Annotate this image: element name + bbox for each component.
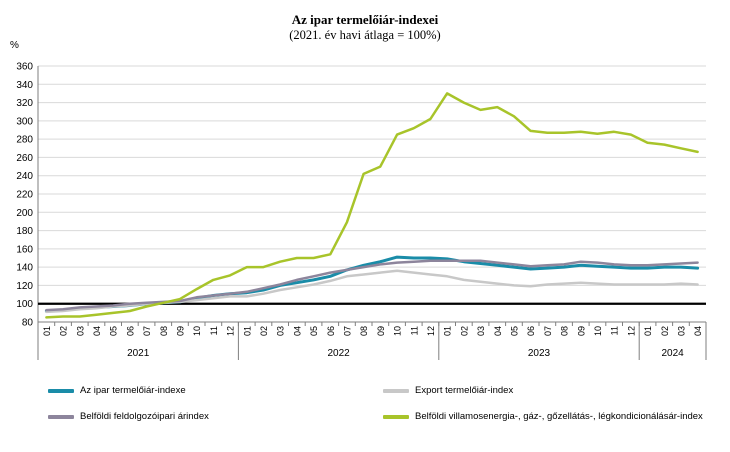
x-tick-label: 01 (42, 326, 52, 336)
legend-label: Export termelőiár-index (415, 385, 514, 396)
x-tick-label: 03 (276, 326, 286, 336)
x-tick-label: 09 (175, 326, 185, 336)
tick-labels: 80 100 120 140 160 180 200 220 240 260 280 300 320 34… (10, 40, 703, 359)
x-tick-label: 04 (92, 326, 102, 336)
x-tick-label: 02 (259, 326, 269, 336)
x-tick-label: 02 (660, 326, 670, 336)
y-tick-label: 220 (16, 190, 33, 201)
year-label: 2024 (661, 348, 684, 359)
chart-subtitle: (2021. év havi átlaga = 100%) (289, 28, 441, 42)
y-tick-label: 360 (16, 62, 33, 73)
x-tick-label: 12 (426, 326, 436, 336)
legend-label: Az ipar termelőiár-indexe (80, 385, 186, 396)
x-tick-label: 10 (192, 326, 202, 336)
legend-item: Export termelőiár-index (383, 385, 513, 396)
legend-label: Belföldi feldolgozóipari árindex (80, 411, 209, 422)
axes (37, 66, 707, 360)
legend-swatch (48, 388, 74, 393)
x-tick-label: 11 (409, 326, 419, 335)
x-tick-label: 01 (242, 326, 252, 336)
series-layer (44, 92, 700, 319)
y-tick-label: 260 (16, 153, 33, 164)
legend-swatch (48, 414, 74, 419)
x-tick-label: 12 (626, 326, 636, 336)
x-tick-label: 03 (676, 326, 686, 336)
x-tick-label: 10 (593, 326, 603, 336)
x-tick-label: 08 (359, 326, 369, 336)
legend-swatch (383, 414, 409, 419)
x-tick-label: 05 (309, 326, 319, 336)
x-tick-label: 06 (326, 326, 336, 336)
y-axis-label: % (10, 40, 19, 51)
x-tick-label: 02 (459, 326, 469, 336)
x-tick-label: 08 (159, 326, 169, 336)
year-label: 2021 (127, 348, 150, 359)
x-tick-label: 04 (693, 326, 703, 336)
series-line (45, 269, 699, 314)
x-tick-label: 09 (576, 326, 586, 336)
x-tick-label: 08 (560, 326, 570, 336)
legend-label: Belföldi villamosenergia-, gáz-, gőzellá… (415, 411, 703, 422)
legend-swatch (383, 388, 409, 393)
x-tick-label: 01 (443, 326, 453, 336)
x-tick-label: 11 (209, 326, 219, 335)
legend-item: Belföldi villamosenergia-, gáz-, gőzellá… (383, 411, 703, 422)
x-tick-label: 03 (476, 326, 486, 336)
year-label: 2023 (528, 348, 551, 359)
x-tick-label: 10 (393, 326, 403, 336)
chart-title: Az ipar termelőiár-indexei (291, 12, 439, 27)
x-tick-label: 07 (142, 326, 152, 336)
y-tick-label: 100 (16, 299, 33, 310)
legend-item: Az ipar termelőiár-indexe (48, 385, 186, 396)
y-tick-label: 340 (16, 80, 33, 91)
x-tick-label: 03 (75, 326, 85, 336)
x-tick-label: 02 (59, 326, 69, 336)
y-tick-label: 240 (16, 171, 33, 182)
y-tick-label: 120 (16, 281, 33, 292)
x-tick-label: 06 (125, 326, 135, 336)
x-tick-label: 06 (526, 326, 536, 336)
series-line (45, 92, 699, 319)
x-tick-label: 05 (509, 326, 519, 336)
legend-item: Belföldi feldolgozóipari árindex (48, 411, 209, 422)
year-label: 2022 (327, 348, 350, 359)
x-tick-label: 09 (376, 326, 386, 336)
x-tick-label: 12 (226, 326, 236, 336)
series-line (45, 259, 699, 312)
x-tick-label: 11 (610, 326, 620, 335)
y-tick-label: 80 (22, 318, 34, 329)
y-tick-label: 160 (16, 244, 33, 255)
x-tick-label: 04 (493, 326, 503, 336)
y-tick-label: 140 (16, 263, 33, 274)
y-tick-label: 200 (16, 208, 33, 219)
y-tick-label: 300 (16, 116, 33, 127)
x-tick-label: 05 (109, 326, 119, 336)
y-tick-label: 280 (16, 135, 33, 146)
x-tick-label: 04 (292, 326, 302, 336)
x-tick-label: 07 (342, 326, 352, 336)
x-tick-label: 07 (543, 326, 553, 336)
y-tick-label: 180 (16, 226, 33, 237)
y-tick-label: 320 (16, 98, 33, 109)
x-tick-label: 01 (643, 326, 653, 336)
